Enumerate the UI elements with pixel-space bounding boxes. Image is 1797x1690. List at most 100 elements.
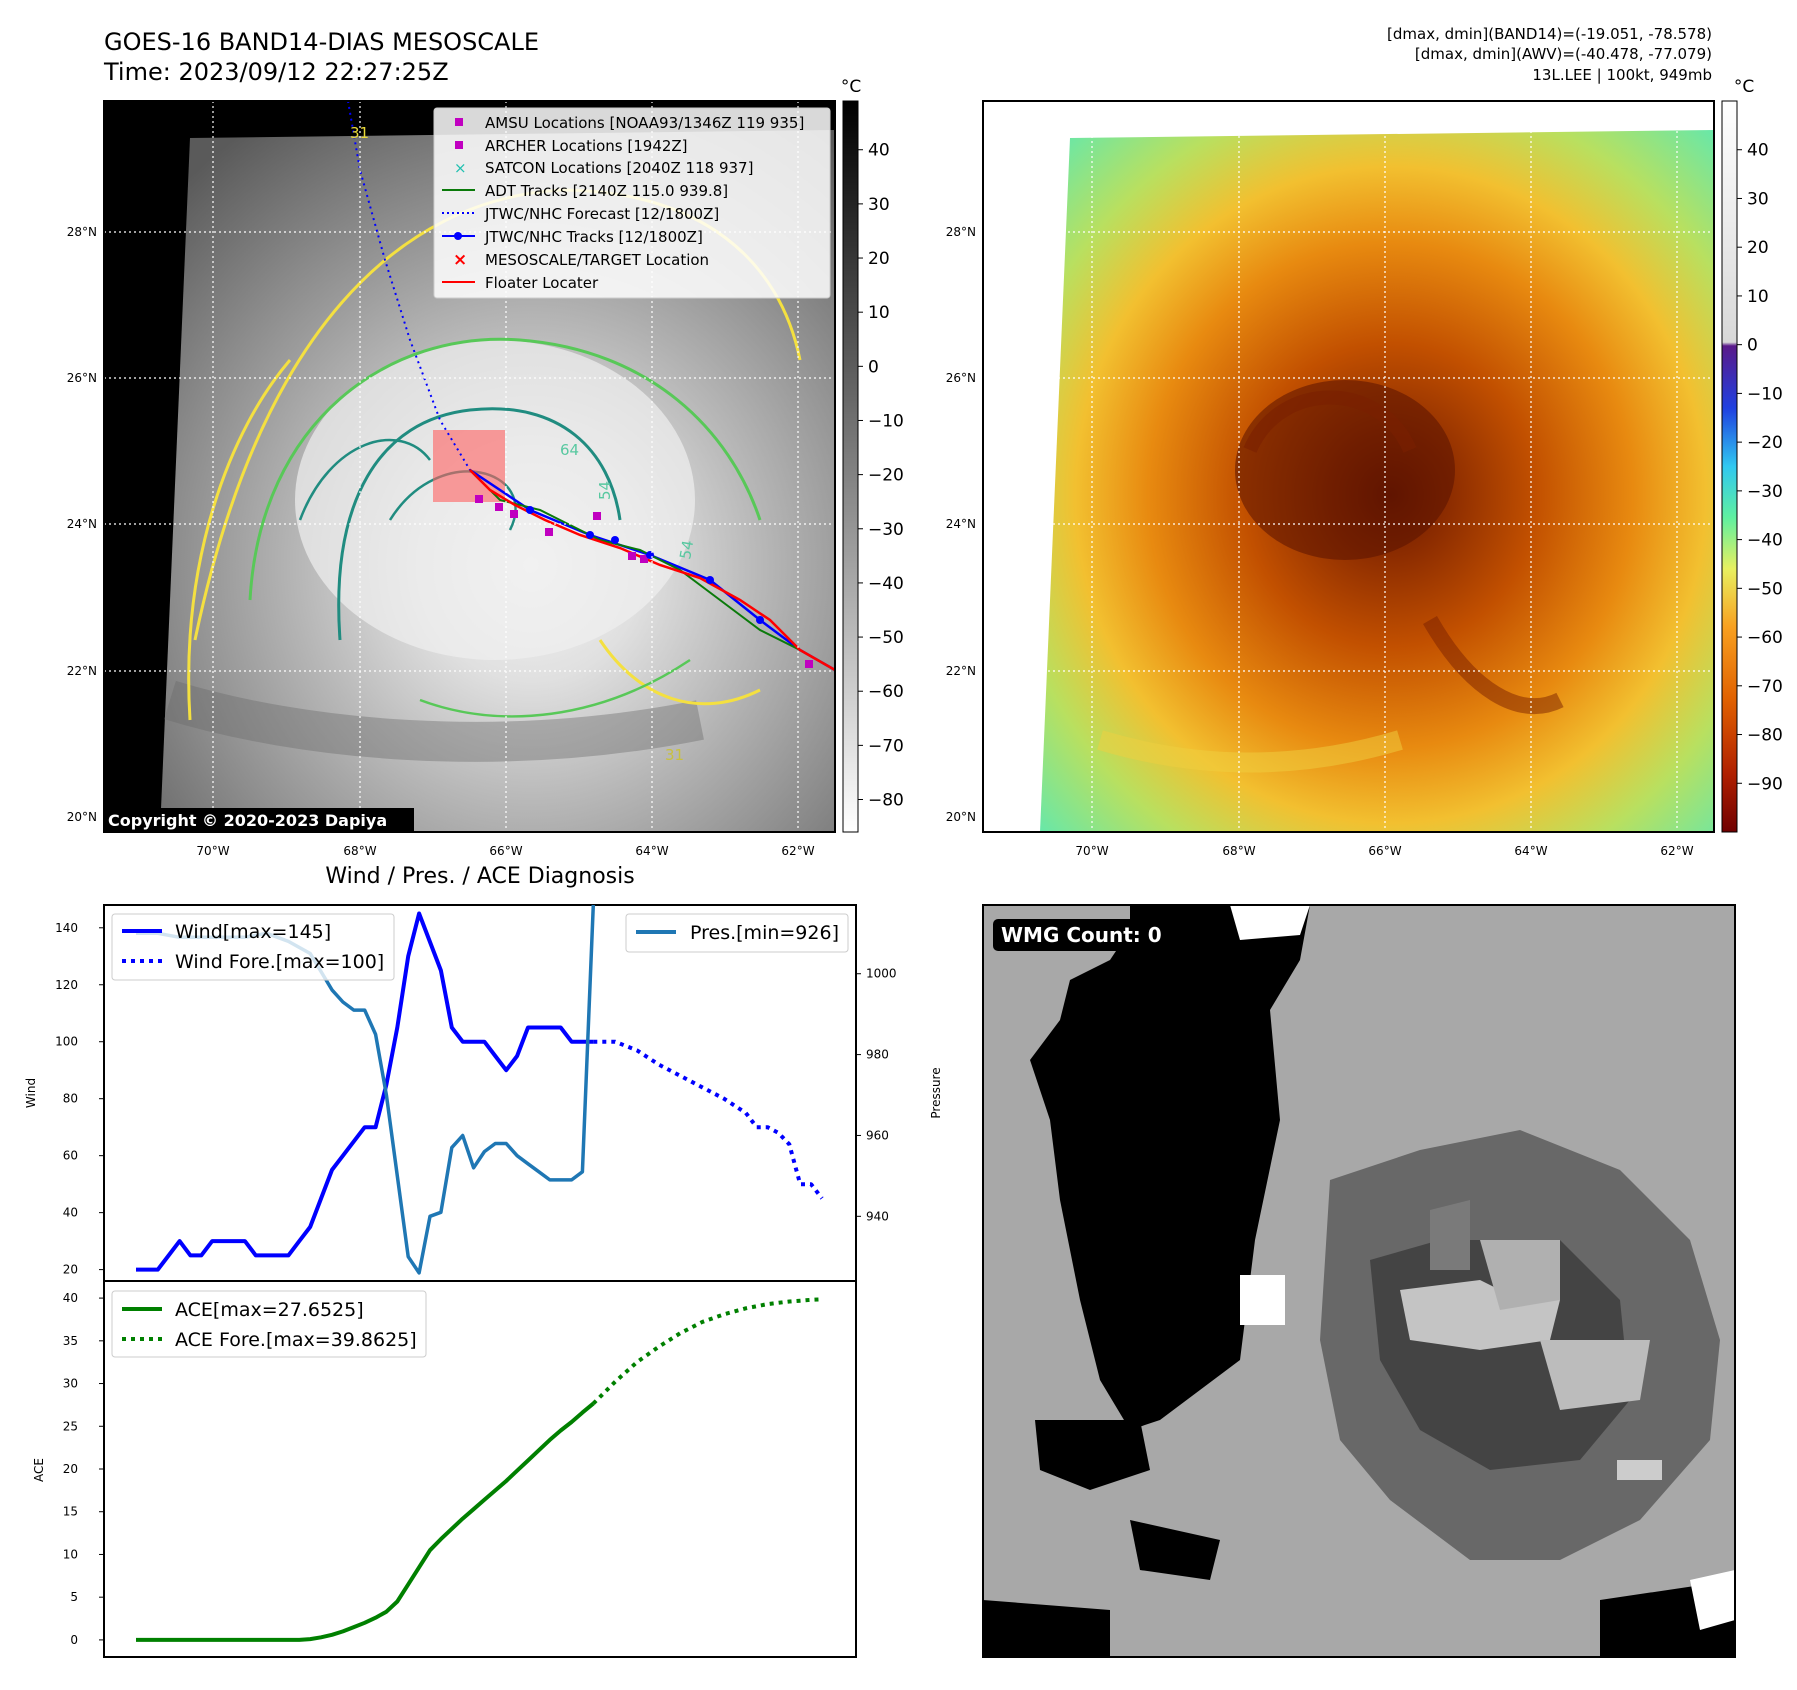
copyright-box [104,808,414,833]
legend-wind: Wind[max=145] [175,921,331,943]
dias-colorbar-tick-label: −40 [1747,531,1783,551]
dias-colorbar: °C 40 30 20 10 0 −10 −20 −30 −40 −50 −60 −70 −80 −90 [1721,77,1783,833]
lat-label-24: 24°N [67,517,97,531]
legend-target-marker: × [453,250,467,270]
wind-tick-label: 120 [55,978,78,992]
legend-amsu: AMSU Locations [NOAA93/1346Z 119 935] [485,114,804,132]
legend-adt: ADT Tracks [2140Z 115.0 939.8] [485,182,728,200]
wind-series [136,911,824,1272]
ir-colorbar-tick-label: 30 [868,195,890,215]
map2-lat-label-22: 22°N [946,664,976,678]
ace-tick-label: 10 [63,1547,78,1561]
ace-ylabel: ACE [32,1458,46,1482]
dias-colorbar-tick-label: −30 [1747,482,1783,502]
figure-title: GOES-16 BAND14-DIAS MESOSCALE [104,28,539,56]
dias-colorbar-tick-label: 30 [1747,189,1769,209]
map2-lat-label-26: 26°N [946,371,976,385]
pres-ylabel: Pressure [929,1067,943,1118]
legend-archer: ARCHER Locations [1942Z] [485,137,688,155]
contour-label-5: 64 [560,441,579,459]
wind-ylabel: Wind [24,1078,38,1108]
wmg-count-box [993,919,1171,951]
map2-lat-labels: 28°N 26°N 24°N 22°N 20°N [946,225,976,824]
dias-colorbar-unit: °C [1734,77,1754,97]
dias-colorbar-tick-label: −50 [1747,579,1783,599]
ace-line [136,1402,595,1642]
ir-colorbar-tick-label: −50 [868,628,904,648]
wmg-white-spot [1240,1275,1285,1325]
dias-colorbar-tick-label: −60 [1747,628,1783,648]
map2-gridlines [983,101,1714,832]
wind-tick-label: 80 [63,1092,78,1106]
legend-ace-fore: ACE Fore.[max=39.8625] [175,1329,417,1351]
map2-lon-labels: 70°W 68°W 66°W 64°W 62°W [1075,844,1693,858]
dm-band14: [dmax, dmin](BAND14)=(-19.051, -78.578) [1387,25,1712,43]
wind-line [136,911,594,1272]
dm-awv: [dmax, dmin](AWV)=(-40.478, -77.079) [1415,45,1712,63]
ir-colorbar-tick-label: 10 [868,303,890,323]
lon-label-62: 62°W [781,844,814,858]
legend-target: MESOSCALE/TARGET Location [485,251,709,269]
dias-colorbar-tick-label: 20 [1747,238,1769,258]
legend-satcon: SATCON Locations [2040Z 118 937] [485,159,753,177]
legend-track: JTWC/NHC Tracks [12/1800Z] [484,228,703,246]
wind-forecast-line [593,1039,824,1200]
map2-lon-label-70: 70°W [1075,844,1108,858]
jtwc-forecast-line [347,101,471,471]
ace-yticks: 40 35 30 25 20 15 10 5 0 [63,1291,104,1647]
ir-map-panel: 31 54 54 31 64 AMSU Locations [NOAA93/13… [67,100,836,858]
mesoscale-target-box [433,430,505,502]
lat-label-20: 20°N [67,810,97,824]
wind-tick-label: 60 [63,1149,78,1163]
legend-archer-marker [455,141,463,149]
ace-tick-label: 0 [70,1633,78,1647]
dias-colorbar-tick-label: −80 [1747,726,1783,746]
pres-yticks: 1000 980 960 940 [856,967,897,1223]
map-legend: AMSU Locations [NOAA93/1346Z 119 935] AR… [433,107,831,299]
legend-pres: Pres.[min=926] [690,922,839,944]
contour-label-2: 54 [676,539,697,561]
lat-label-26: 26°N [67,371,97,385]
legend-forecast: JTWC/NHC Forecast [12/1800Z] [484,205,719,223]
wind-yticks: 140 120 100 80 60 40 20 [55,921,104,1277]
ace-legend: ACE[max=27.6525] ACE Fore.[max=39.8625] [111,1290,427,1358]
ir-colorbar-tick-label: 0 [868,357,879,377]
map2-lat-label-24: 24°N [946,517,976,531]
ace-tick-label: 40 [63,1291,78,1305]
ace-axes: ACE 40 35 30 25 20 15 10 5 0 ACE[max=27.6525] AC… [32,1280,857,1658]
archer-markers [475,495,813,668]
wind-legend: Wind[max=145] Wind Fore.[max=100] [111,913,395,981]
wmg-count: WMG Count: 0 [1001,923,1162,947]
copyright: Copyright © 2020-2023 Dapiya [108,811,387,830]
ir-colorbar: °C 40 30 20 10 0 −10 −20 −30 −40 −50 −60 −70 −80 [841,77,904,833]
pres-tick-label: 960 [866,1128,889,1142]
legend-ace: ACE[max=27.6525] [175,1299,364,1321]
legend-amsu-marker [455,118,463,126]
ace-tick-label: 35 [63,1334,78,1348]
ir-colorbar-tick-label: −60 [868,682,904,702]
ir-colorbar-tick-label: 40 [868,141,890,161]
ace-forecast-line [591,1297,823,1406]
ir-colorbar-tick-label: −80 [868,791,904,811]
wind-tick-label: 40 [63,1206,78,1220]
map2-lon-label-66: 66°W [1368,844,1401,858]
pres-tick-label: 940 [866,1209,889,1223]
dias-colorbar-ticks: 40 30 20 10 0 −10 −20 −30 −40 −50 −60 −70 −80 −90 [1737,141,1783,794]
storm-info: 13L.LEE | 100kt, 949mb [1532,66,1712,84]
map1-lon-labels: 70°W 68°W 66°W 64°W 62°W [196,844,814,858]
ir-colorbar-unit: °C [841,77,861,97]
dias-colorbar-tick-label: 10 [1747,287,1769,307]
legend-satcon-marker: × [454,159,467,177]
map1-lat-labels: 28°N 26°N 24°N 22°N 20°N [67,225,97,824]
lon-label-64: 64°W [635,844,668,858]
dias-colorbar-tick-label: 40 [1747,141,1769,161]
wind-pressure-axes: Wind Pressure 140 120 100 80 60 40 20 1000 980 9… [24,904,943,1282]
ace-series [136,1297,823,1642]
map2-lon-label-68: 68°W [1222,844,1255,858]
lat-label-28: 28°N [67,225,97,239]
contour-label-3: 54 [596,481,614,500]
dias-colorbar-tick-label: 0 [1747,336,1758,356]
lon-label-66: 66°W [489,844,522,858]
ir-colorbar-tick-label: −40 [868,574,904,594]
